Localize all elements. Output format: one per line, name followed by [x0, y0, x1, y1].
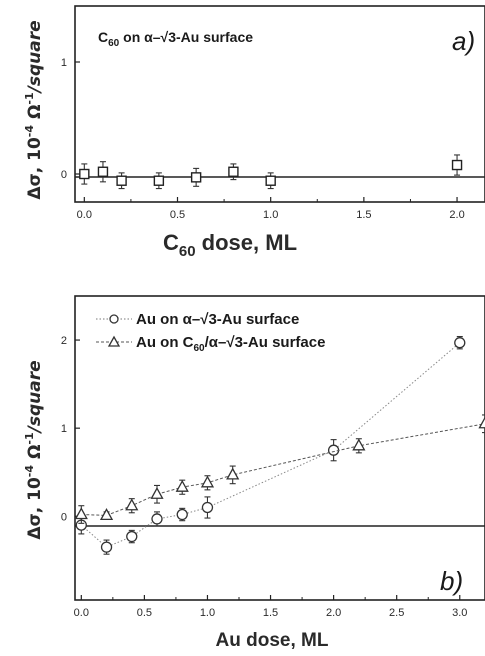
data-point-circle [151, 513, 163, 525]
data-point-square [190, 172, 202, 183]
data-point-square [265, 175, 276, 186]
panel-b-legend: Au on α–√3-Au surface Au on C60/α–√3-Au … [96, 311, 325, 354]
x-tick-label: 3.0 [452, 607, 467, 619]
panel-a-annotation: C60 on α–√3-Au surface [98, 29, 253, 49]
y-tick-label: 2 [61, 335, 67, 347]
x-tick-label: 1.0 [200, 607, 215, 619]
data-point-square [451, 159, 463, 171]
panel-b-chart: 0.0 0.5 1.0 1.5 2.0 2.5 3.0 0 1 2 Au on α–√3-Au s… [23, 295, 485, 651]
data-point-triangle [150, 486, 164, 499]
data-point-square [79, 168, 90, 180]
legend-marker-circle [109, 314, 119, 324]
legend-label-series-2: Au on C60/α–√3-Au surface [136, 334, 325, 354]
series-line-2 [81, 423, 485, 516]
y-tick-label: 0 [61, 511, 67, 523]
data-point-square [97, 166, 109, 177]
data-point-triangle [352, 438, 366, 451]
panel-a-ylabel: Δσ, 10-4 Ω-1/square [23, 20, 45, 199]
panel-b-marks [74, 335, 485, 555]
data-point-triangle [478, 416, 485, 429]
data-point-triangle [200, 475, 215, 488]
panel-a-chart: 0.0 0.5 1.0 1.5 2.0 0 1 C60 on α–√3-Au surface… [23, 5, 485, 260]
panel-b-frame [74, 295, 485, 601]
legend-marker-triangle [107, 335, 121, 347]
data-point-square [228, 166, 239, 177]
x-tick-label: 1.5 [263, 607, 278, 619]
data-point-square [153, 175, 165, 186]
x-tick-label: 1.0 [263, 209, 278, 221]
panel-a-xlabel: C60 dose, ML [163, 230, 297, 260]
data-point-circle [454, 337, 466, 349]
x-tick-label: 0.0 [74, 607, 89, 619]
data-point-triangle [175, 479, 189, 492]
panel-a-marks [79, 154, 463, 190]
x-tick-label: 2.0 [326, 607, 341, 619]
data-point-triangle [125, 498, 139, 511]
x-tick-label: 1.5 [356, 209, 371, 221]
panel-a-frame [74, 5, 485, 203]
data-point-circle [126, 530, 138, 543]
data-point-circle [327, 444, 340, 456]
data-point-triangle [226, 467, 240, 480]
data-point-square [116, 175, 127, 186]
y-tick-label: 0 [61, 169, 67, 181]
panel-b-label: b) [440, 566, 463, 596]
panel-b-ticks: 0.0 0.5 1.0 1.5 2.0 2.5 3.0 0 1 2 [61, 335, 468, 619]
data-point-triangle [74, 507, 88, 520]
x-tick-label: 0.5 [170, 209, 185, 221]
data-point-circle [100, 541, 113, 553]
panel-b-xlabel: Au dose, ML [216, 630, 329, 651]
data-point-circle [176, 508, 188, 521]
x-tick-label: 2.0 [449, 209, 464, 221]
series-line-1 [80, 342, 461, 548]
panel-a-label: a) [452, 26, 475, 56]
panel-a-ticks: 0.0 0.5 1.0 1.5 2.0 0 1 [61, 57, 465, 221]
x-tick-label: 0.5 [137, 607, 152, 619]
data-point-triangle [99, 508, 114, 521]
x-tick-label: 2.5 [389, 607, 404, 619]
legend-label-series-1: Au on α–√3-Au surface [136, 311, 299, 328]
data-point-circle [201, 501, 214, 514]
panel-b-ylabel: Δσ, 10-4 Ω-1/square [23, 360, 45, 539]
x-tick-label: 0.0 [77, 209, 92, 221]
y-tick-label: 1 [61, 423, 67, 435]
y-tick-label: 1 [61, 57, 67, 69]
